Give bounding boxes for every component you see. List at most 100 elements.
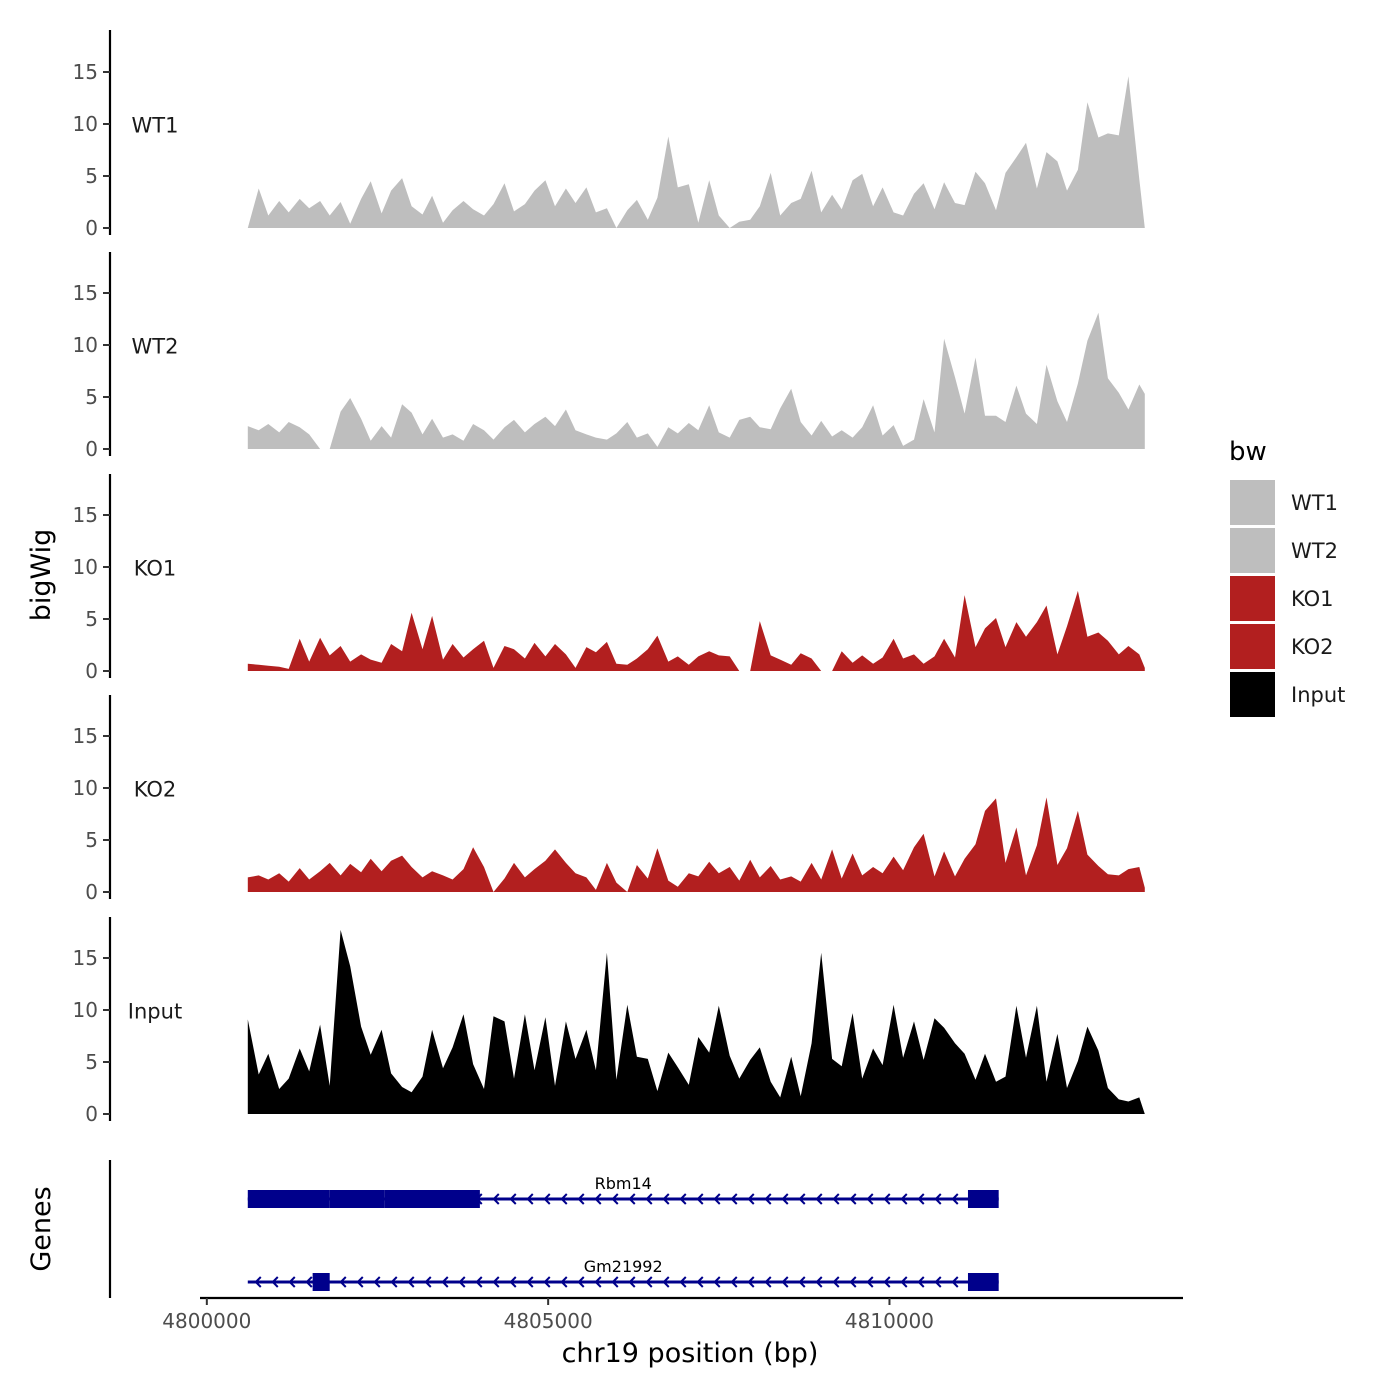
coverage-area-ko1 <box>247 590 1145 671</box>
strand-arrow <box>951 1193 959 1205</box>
strand-arrow <box>798 1276 806 1288</box>
strand-arrow <box>271 1276 279 1288</box>
strand-arrow <box>900 1276 908 1288</box>
track-label: KO1 <box>134 556 177 580</box>
strand-arrow <box>849 1276 857 1288</box>
exon <box>329 1190 385 1208</box>
strand-arrow <box>764 1193 772 1205</box>
strand-arrow <box>492 1276 500 1288</box>
coverage-area-input <box>247 929 1145 1114</box>
gene-label: Rbm14 <box>595 1174 652 1193</box>
strand-arrow <box>509 1276 517 1288</box>
exon <box>384 1190 480 1208</box>
strand-arrow <box>679 1193 687 1205</box>
y-tick-label: 15 <box>73 281 98 305</box>
y-tick-label: 5 <box>85 385 98 409</box>
legend-label-input: Input <box>1291 683 1345 707</box>
track-ko1: 0 5 10 15 KO1 <box>73 474 1145 683</box>
strand-arrow <box>730 1276 738 1288</box>
y-axis-title-bigwig: bigWig <box>26 529 57 622</box>
strand-arrow <box>917 1193 925 1205</box>
strand-arrow <box>356 1276 364 1288</box>
strand-arrow <box>254 1276 262 1288</box>
strand-arrow <box>832 1193 840 1205</box>
strand-arrow <box>492 1193 500 1205</box>
gene-rbm14: Rbm14 <box>247 1174 999 1208</box>
strand-arrow <box>798 1193 806 1205</box>
y-tick-label: 15 <box>73 503 98 527</box>
strand-arrow <box>815 1193 823 1205</box>
strand-arrow <box>526 1276 534 1288</box>
legend: bw WT1 WT2 KO1 KO2 Input <box>1229 437 1345 717</box>
strand-arrow <box>696 1276 704 1288</box>
legend-label-wt2: WT2 <box>1291 539 1338 563</box>
strand-arrow <box>628 1276 636 1288</box>
strand-arrow <box>288 1276 296 1288</box>
legend-label-wt1: WT1 <box>1291 491 1338 515</box>
strand-arrow <box>577 1193 585 1205</box>
strand-arrow <box>917 1276 925 1288</box>
y-tick-label: 0 <box>85 1102 98 1126</box>
strand-arrow <box>747 1193 755 1205</box>
exon <box>967 1273 999 1291</box>
strand-arrow <box>781 1276 789 1288</box>
gene-label: Gm21992 <box>584 1257 663 1276</box>
coverage-area-wt2 <box>247 312 1145 449</box>
track-ko2: 0 5 10 15 KO2 <box>73 695 1145 904</box>
x-tick-label: 4800000 <box>162 1309 251 1333</box>
y-tick-label: 5 <box>85 607 98 631</box>
strand-arrow <box>543 1276 551 1288</box>
y-tick-label: 10 <box>73 776 98 800</box>
coverage-area-wt1 <box>247 76 1145 228</box>
strand-arrow <box>713 1276 721 1288</box>
legend-key-wt2 <box>1230 528 1275 573</box>
exon <box>312 1273 330 1291</box>
y-tick-label: 0 <box>85 659 98 683</box>
y-tick-label: 5 <box>85 164 98 188</box>
strand-arrow <box>339 1276 347 1288</box>
x-tick-label: 4810000 <box>845 1309 934 1333</box>
legend-key-ko2 <box>1230 624 1275 669</box>
strand-arrow <box>645 1276 653 1288</box>
strand-arrow <box>696 1193 704 1205</box>
strand-arrow <box>611 1276 619 1288</box>
y-tick-label: 10 <box>73 333 98 357</box>
y-tick-label: 0 <box>85 216 98 240</box>
strand-arrow <box>815 1276 823 1288</box>
strand-arrow <box>594 1193 602 1205</box>
y-tick-label: 15 <box>73 724 98 748</box>
strand-arrow <box>883 1193 891 1205</box>
strand-arrow <box>951 1276 959 1288</box>
strand-arrow <box>883 1276 891 1288</box>
strand-arrow <box>934 1193 942 1205</box>
strand-arrow <box>543 1193 551 1205</box>
y-tick-label: 10 <box>73 998 98 1022</box>
y-tick-label: 10 <box>73 555 98 579</box>
strand-arrow <box>577 1276 585 1288</box>
strand-arrow <box>475 1276 483 1288</box>
legend-key-ko1 <box>1230 576 1275 621</box>
strand-arrow <box>305 1276 313 1288</box>
strand-arrow <box>849 1193 857 1205</box>
strand-arrow <box>407 1276 415 1288</box>
track-input: 0 5 10 15 Input <box>73 917 1145 1126</box>
gene-track: Rbm14 Gm21992 <box>108 1160 999 1298</box>
legend-title: bw <box>1229 437 1267 467</box>
x-axis-title: chr19 position (bp) <box>562 1338 819 1369</box>
y-tick-label: 15 <box>73 946 98 970</box>
strand-arrow <box>594 1276 602 1288</box>
x-tick-label: 4805000 <box>504 1309 593 1333</box>
legend-label-ko1: KO1 <box>1291 587 1334 611</box>
strand-arrow <box>900 1193 908 1205</box>
strand-arrow <box>560 1276 568 1288</box>
y-tick-label: 5 <box>85 828 98 852</box>
strand-arrow <box>560 1193 568 1205</box>
legend-label-ko2: KO2 <box>1291 635 1334 659</box>
gene-gm21992: Gm21992 <box>247 1257 999 1291</box>
coverage-area-ko2 <box>247 797 1145 892</box>
coverage-tracks: 0 5 10 15 WT1 0 5 10 15 WT2 0 5 10 15 KO1 0 5 10 15 KO2 0 5 10… <box>73 30 1145 1126</box>
strand-arrow <box>458 1276 466 1288</box>
track-label: WT1 <box>132 113 179 137</box>
y-tick-label: 15 <box>73 60 98 84</box>
